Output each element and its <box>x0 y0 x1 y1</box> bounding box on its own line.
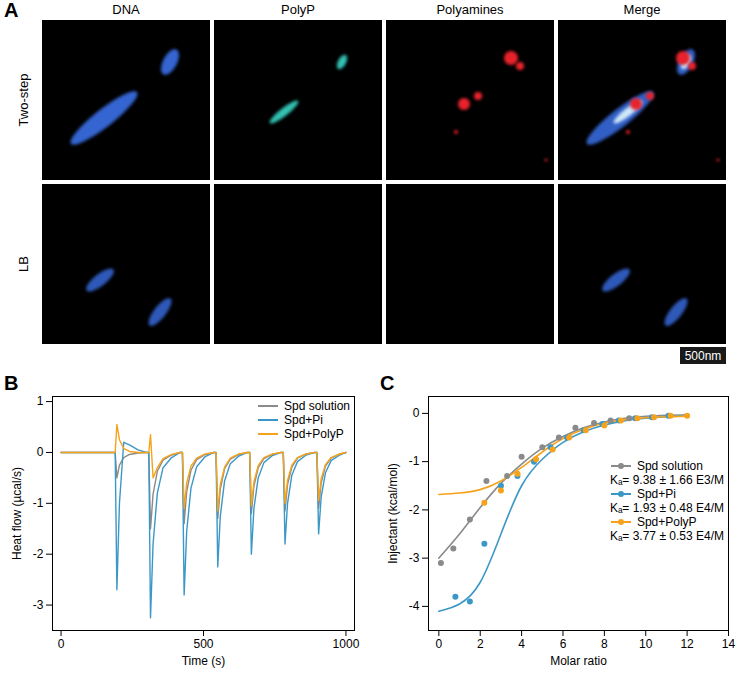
svg-text:0: 0 <box>413 406 420 420</box>
svg-text:4: 4 <box>518 637 525 651</box>
svg-text:8: 8 <box>601 637 608 651</box>
svg-text:-3: -3 <box>33 598 44 612</box>
svg-text:6: 6 <box>560 637 567 651</box>
svg-text:0: 0 <box>37 445 44 459</box>
html-text:C: C <box>380 372 395 394</box>
svg-text:-2: -2 <box>33 547 44 561</box>
html-text:Spd+Pi: Spd+Pi <box>284 413 323 427</box>
html-text:B: B <box>4 372 19 394</box>
svg-text:PolyP: PolyP <box>281 2 315 17</box>
svg-text:Time (s): Time (s) <box>182 654 226 668</box>
svg-text:Two-step: Two-step <box>16 74 31 127</box>
html-text:Kₐ= 1.93 ± 0.48 E4/M: Kₐ= 1.93 ± 0.48 E4/M <box>609 501 724 515</box>
svg-text:-2: -2 <box>409 503 420 517</box>
svg-text:Molar ratio: Molar ratio <box>550 654 607 668</box>
svg-text:500: 500 <box>193 637 213 651</box>
svg-text:2: 2 <box>477 637 484 651</box>
svg-text:-1: -1 <box>409 454 420 468</box>
html-text:Spd+PolyP: Spd+PolyP <box>284 427 344 441</box>
svg-text:Merge: Merge <box>624 2 661 17</box>
html-text:Spd+Pi: Spd+Pi <box>636 487 676 501</box>
svg-text:0: 0 <box>58 637 65 651</box>
svg-text:1: 1 <box>37 394 44 408</box>
svg-text:10: 10 <box>639 637 653 651</box>
html-text:Spd solution: Spd solution <box>284 399 350 413</box>
svg-text:1000: 1000 <box>333 637 360 651</box>
html-text:Kₐ= 9.38 ± 1.66 E3/M: Kₐ= 9.38 ± 1.66 E3/M <box>609 473 724 487</box>
html-text:Spd solution: Spd solution <box>636 459 703 473</box>
svg-text:-4: -4 <box>409 599 420 613</box>
svg-text:Polyamines: Polyamines <box>436 2 504 17</box>
svg-text:-1: -1 <box>33 496 44 510</box>
html-text:Spd+PolyP: Spd+PolyP <box>636 515 697 529</box>
svg-text:Heat flow (µcal/s): Heat flow (µcal/s) <box>10 467 24 560</box>
svg-text:DNA: DNA <box>112 2 140 17</box>
svg-text:500nm: 500nm <box>685 349 722 363</box>
svg-text:12: 12 <box>680 637 694 651</box>
svg-text:14: 14 <box>722 637 736 651</box>
svg-text:-3: -3 <box>409 551 420 565</box>
svg-text:LB: LB <box>16 256 31 272</box>
svg-text:0: 0 <box>436 637 443 651</box>
svg-text:Injectant (kcal/mol): Injectant (kcal/mol) <box>386 463 400 564</box>
svg-text:A: A <box>4 0 18 21</box>
html-text:Kₐ= 3.77 ± 0.53 E4/M: Kₐ= 3.77 ± 0.53 E4/M <box>609 529 724 543</box>
